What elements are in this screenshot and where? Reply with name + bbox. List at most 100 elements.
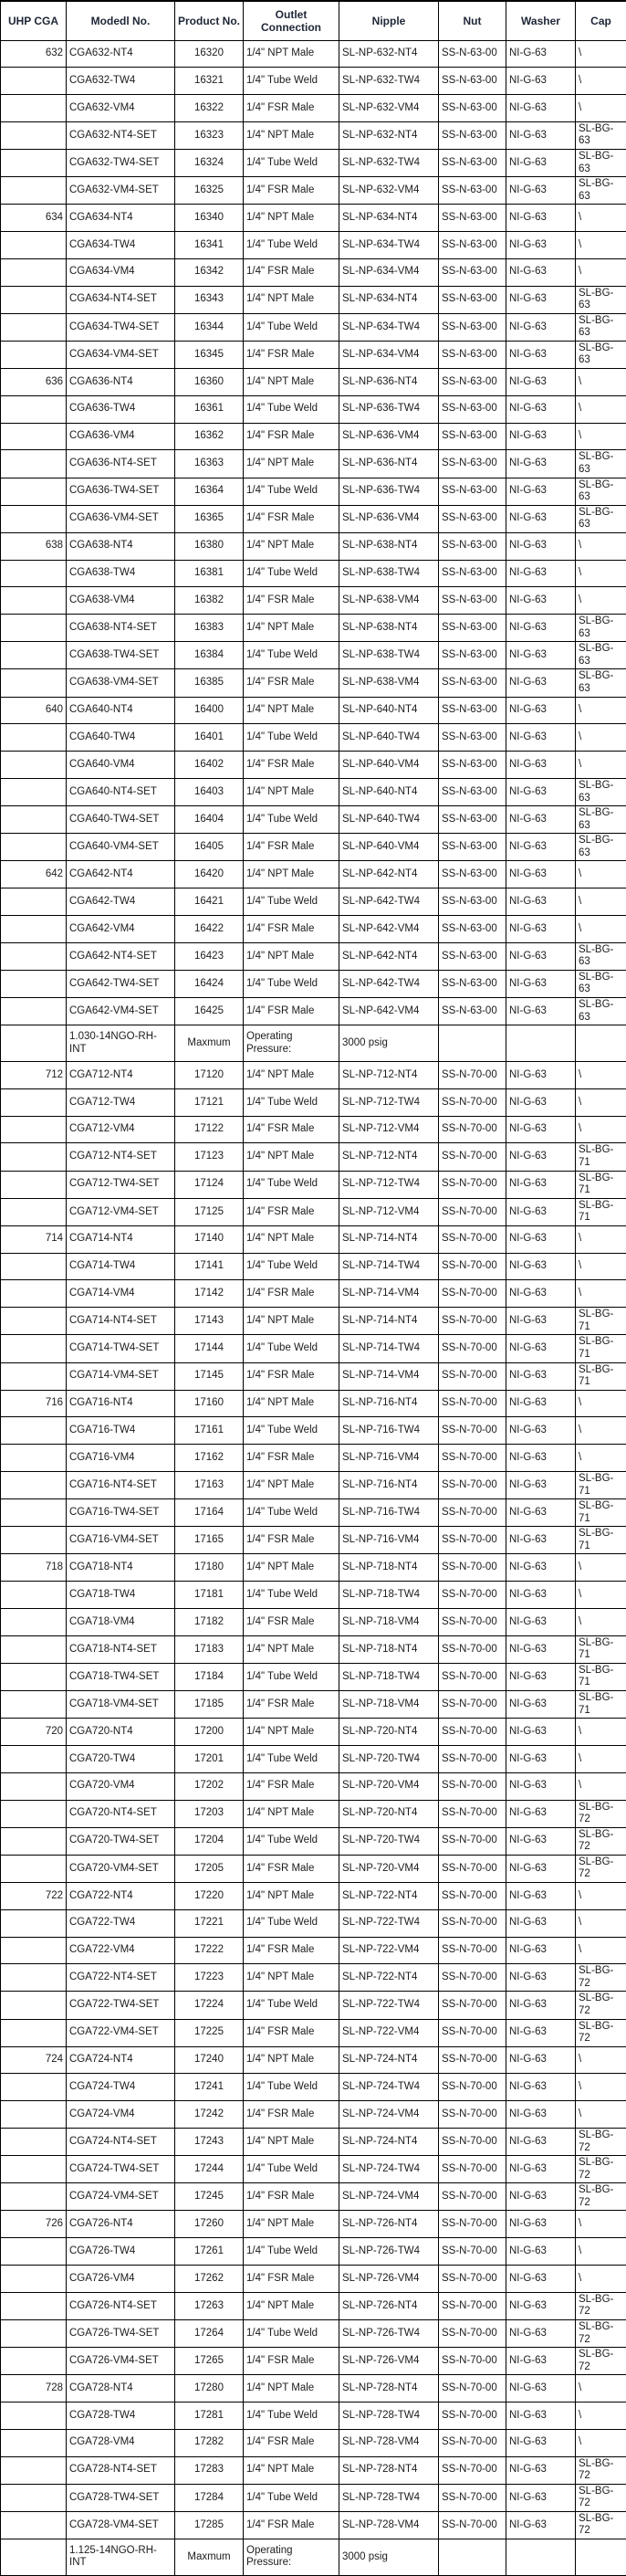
cell-model-no: CGA724-TW4-SET [67,2156,175,2183]
cell-cap: SL-BG-63 [576,997,626,1025]
cell-uhp-cga [1,1143,67,1171]
cell-product-no: 17185 [175,1691,244,1719]
cell-uhp-cga [1,915,67,942]
cell-model-no: CGA712-VM4 [67,1116,175,1143]
cell-uhp-cga [1,2019,67,2046]
cell-washer: NI-G-63 [506,1280,576,1308]
cell-nipple: SL-NP-726-NT4 [339,2292,439,2319]
cell-model-no: CGA636-VM4-SET [67,505,175,532]
cell-cap: \ [576,68,626,95]
cell-cap: SL-BG-71 [576,1527,626,1554]
cell-outlet-connection: 1/4" FSR Male [244,1772,339,1800]
cell-outlet-connection: 1/4" Tube Weld [244,1745,339,1772]
cell-product-no: 16385 [175,669,244,697]
cell-washer: NI-G-63 [506,861,576,888]
cell-uhp-cga [1,450,67,478]
cell-uhp-cga [1,615,67,642]
cell-nut: SS-N-70-00 [439,2046,506,2074]
cell-nipple: SL-NP-716-TW4 [339,1499,439,1527]
cell-nut: SS-N-63-00 [439,177,506,205]
cell-uhp-cga [1,313,67,341]
cell-model-no: CGA638-NT4 [67,532,175,560]
cell-outlet-connection: 1/4" Tube Weld [244,150,339,177]
cell-uhp-cga [1,2074,67,2101]
cell-product-no: 17220 [175,1882,244,1909]
cell-cap: \ [576,369,626,396]
cell-cap: \ [576,1608,626,1635]
cell-nut: SS-N-70-00 [439,2456,506,2484]
cell-washer: NI-G-63 [506,450,576,478]
cell-uhp-cga [1,1855,67,1882]
cell-uhp-cga [1,1635,67,1663]
cell-uhp-cga [1,752,67,779]
cell-model-no: CGA640-TW4-SET [67,806,175,834]
cell-nut: SS-N-70-00 [439,2211,506,2238]
cell-product-no: 17262 [175,2266,244,2293]
cell-cap: \ [576,587,626,615]
cell-model-no: CGA638-TW4 [67,560,175,587]
cell-outlet-connection: 1/4" NPT Male [244,450,339,478]
cell-outlet-connection: 1/4" NPT Male [244,1964,339,1992]
cell-nipple: SL-NP-722-VM4 [339,2019,439,2046]
column-header-outlet-connection: Outlet Connection [244,1,339,40]
cell-nipple: SL-NP-714-VM4 [339,1280,439,1308]
cell-washer: NI-G-63 [506,2511,576,2539]
cell-product-no: 16384 [175,642,244,669]
cell-nut: SS-N-70-00 [439,2511,506,2539]
cell-nut: SS-N-70-00 [439,1800,506,1827]
cell-cap: SL-BG-63 [576,615,626,642]
cell-cap: \ [576,1772,626,1800]
cell-washer: NI-G-63 [506,915,576,942]
cell-washer: NI-G-63 [506,68,576,95]
cell-outlet-connection: 1/4" NPT Male [244,532,339,560]
cell-washer: NI-G-63 [506,2429,576,2456]
cell-washer: NI-G-63 [506,2319,576,2347]
cell-cap: \ [576,1554,626,1582]
cell-outlet-connection: 1/4" NPT Male [244,1635,339,1663]
cell-cap: SL-BG-72 [576,2511,626,2539]
cell-cap: \ [576,697,626,724]
cell-model-no: CGA724-TW4 [67,2074,175,2101]
cell-nut: SS-N-63-00 [439,587,506,615]
cell-model-no: CGA726-NT4-SET [67,2292,175,2319]
cell-nipple: SL-NP-714-NT4 [339,1308,439,1335]
cell-outlet-connection: 1/4" Tube Weld [244,560,339,587]
cell-washer: NI-G-63 [506,834,576,861]
cell-model-no: CGA642-TW4 [67,888,175,916]
cell-uhp-cga [1,997,67,1025]
cell-outlet-connection: 1/4" FSR Male [244,1280,339,1308]
cell-cap: SL-BG-71 [576,1198,626,1225]
cell-outlet-connection: 1/4" FSR Male [244,2101,339,2129]
cell-cap: \ [576,532,626,560]
cell-product-no: 17144 [175,1335,244,1362]
cell-cap: \ [576,1582,626,1609]
cell-product-no: 16324 [175,150,244,177]
cell-cap: SL-BG-71 [576,1308,626,1335]
cell-product-no: 16422 [175,915,244,942]
cell-nut: SS-N-63-00 [439,834,506,861]
cell-outlet-connection: 1/4" FSR Male [244,1445,339,1472]
cell-uhp-cga [1,1992,67,2019]
cell-model-no: CGA718-TW4 [67,1582,175,1609]
cell-model-no: CGA716-NT4-SET [67,1472,175,1499]
cell-nipple: SL-NP-728-TW4 [339,2484,439,2511]
cell-cap: \ [576,2266,626,2293]
cell-washer: NI-G-63 [506,697,576,724]
cell-outlet-connection: 1/4" Tube Weld [244,2484,339,2511]
cell-outlet-connection: 1/4" NPT Male [244,2292,339,2319]
cell-outlet-connection: 1/4" NPT Male [244,1308,339,1335]
cell-outlet-connection: 1/4" FSR Male [244,423,339,450]
cell-product-no: 17125 [175,1198,244,1225]
cell-product-no: 17281 [175,2403,244,2430]
cell-outlet-connection: 1/4" NPT Male [244,861,339,888]
cell-nipple: SL-NP-632-TW4 [339,68,439,95]
cell-nipple: SL-NP-634-VM4 [339,341,439,368]
cell-washer: NI-G-63 [506,1171,576,1198]
cell-model-no: CGA718-VM4 [67,1608,175,1635]
cell-nut: SS-N-63-00 [439,752,506,779]
